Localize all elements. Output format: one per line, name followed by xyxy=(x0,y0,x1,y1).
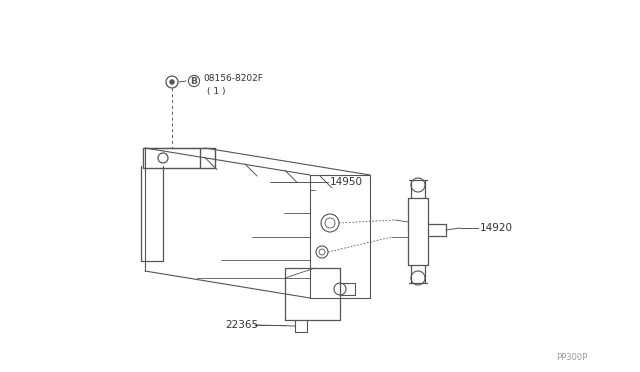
Text: PP300P: PP300P xyxy=(556,353,588,362)
Circle shape xyxy=(170,80,174,84)
Text: 22365: 22365 xyxy=(225,320,258,330)
Text: 14950: 14950 xyxy=(330,177,363,187)
Text: 14920: 14920 xyxy=(480,223,513,233)
Text: ( 1 ): ( 1 ) xyxy=(207,87,225,96)
Text: B: B xyxy=(191,77,197,86)
Text: 08156-8202F: 08156-8202F xyxy=(203,74,263,83)
